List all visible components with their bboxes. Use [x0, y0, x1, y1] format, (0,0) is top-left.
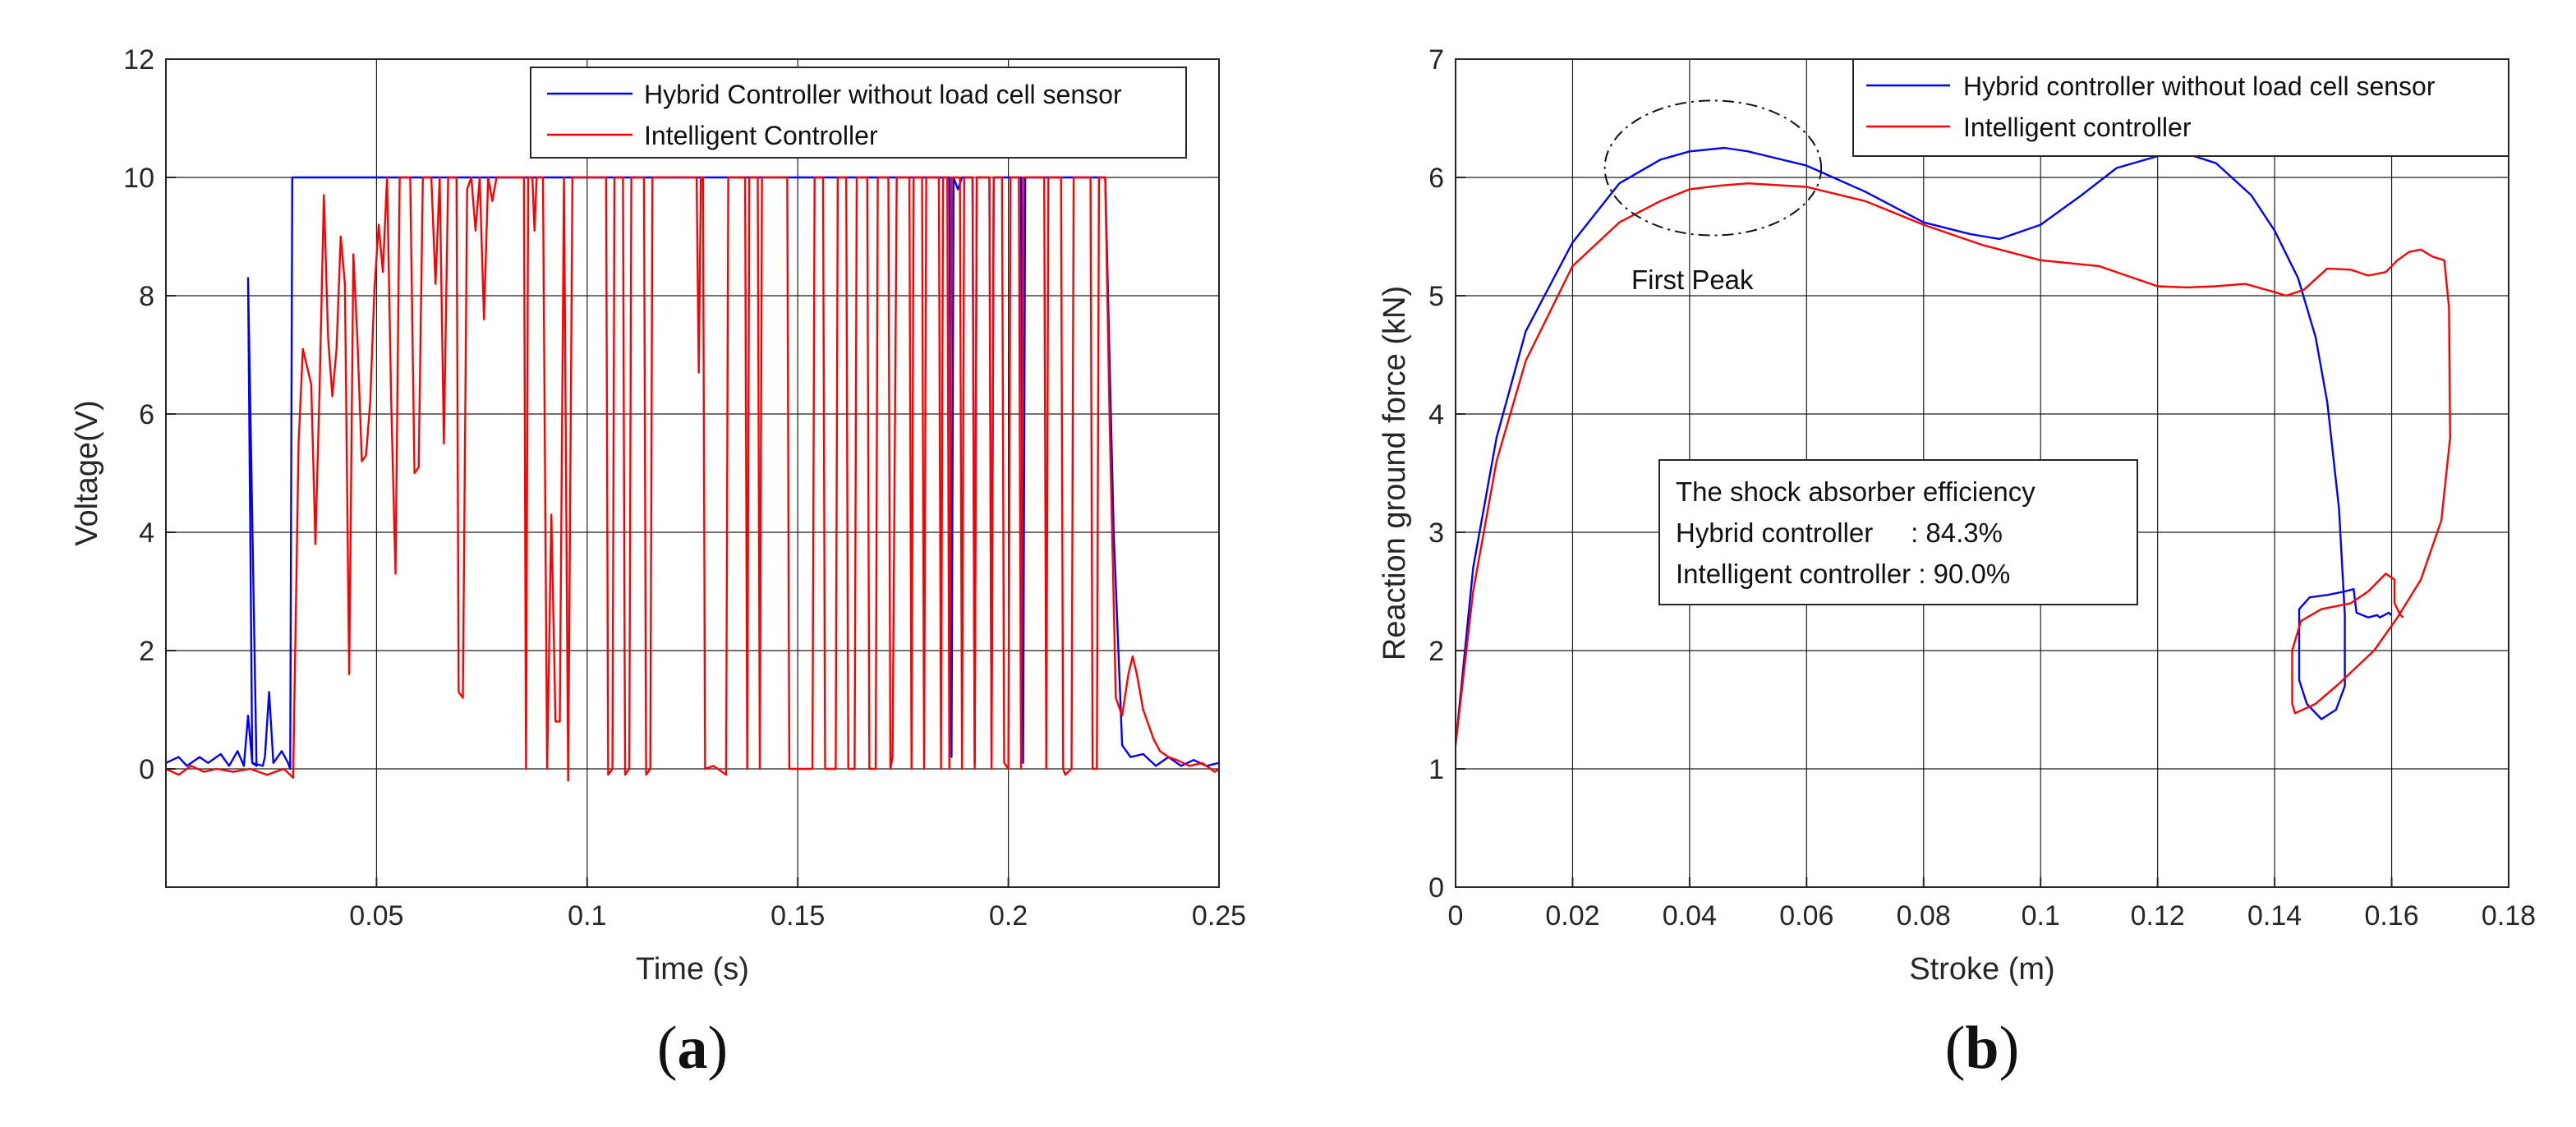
- chart-a-voltage: 0.05 0.1 0.15 0.2 0.25 0 2 4 6 8 10 12 Time (s) Vol…: [70, 44, 1246, 1082]
- chart-b-ytick-label: 2: [1428, 636, 1444, 667]
- chart-a-xtick-label: 0.05: [349, 900, 403, 932]
- chart-b-ticks: 0 0.02 0.04 0.06 0.08 0.1 0.12 0.14 0.16 0.18 0 1 2 3…: [1428, 44, 2536, 932]
- chart-b-ytick-label: 0: [1428, 872, 1444, 904]
- chart-b-ytick-label: 6: [1428, 163, 1444, 194]
- chart-a-ytick-label: 2: [139, 636, 154, 667]
- chart-b-xtick-label: 0.02: [1545, 900, 1599, 932]
- chart-b-xtick-label: 0.12: [2131, 900, 2185, 932]
- chart-a-ylabel: Voltage(V): [70, 400, 104, 545]
- chart-b-ylabel: Reaction ground force (kN): [1378, 286, 1412, 660]
- chart-a-ytick-label: 10: [123, 163, 154, 194]
- chart-a-axes-box: [165, 58, 1220, 888]
- chart-b-ytick-label: 5: [1428, 281, 1444, 312]
- chart-b-xtick-label: 0.1: [2022, 900, 2060, 932]
- chart-b-force-stroke: 0 0.02 0.04 0.06 0.08 0.1 0.12 0.14 0.16 0.18 0 1 2 3…: [1378, 44, 2536, 1082]
- chart-b-series-intelligent-line: [1456, 182, 2452, 746]
- chart-b-xlabel: Stroke (m): [1909, 952, 2054, 987]
- chart-a-ytick-label: 0: [139, 754, 154, 785]
- chart-b-ytick-label: 1: [1428, 754, 1444, 785]
- chart-b-xtick-label: 0.08: [1897, 900, 1951, 932]
- chart-a-xtick-label: 0.2: [989, 900, 1028, 932]
- chart-b-gridlines: [1456, 59, 2509, 887]
- chart-b-panel-label: (b): [1945, 1014, 2019, 1082]
- chart-a-legend: Hybrid Controller without load cell sens…: [530, 67, 1187, 159]
- chart-b-xtick-label: 0.14: [2247, 900, 2302, 932]
- chart-a-ticks: 0.05 0.1 0.15 0.2 0.25 0 2 4 6 8 10 12: [123, 44, 1246, 932]
- chart-b-xtick-label: 0.16: [2364, 900, 2418, 932]
- chart-b-legend-label-intelligent: Intelligent controller: [1963, 113, 2192, 142]
- chart-a-legend-label-hybrid: Hybrid Controller without load cell sens…: [644, 80, 1122, 109]
- chart-b-series-hybrid-line: [1456, 146, 2393, 746]
- chart-a-series-intelligent-line: [166, 176, 1219, 782]
- chart-b-efficiency-intelligent: Intelligent controller : 90.0%: [1676, 559, 2010, 589]
- chart-a-xtick-label: 0.25: [1192, 900, 1246, 932]
- chart-a-ytick-label: 6: [139, 399, 154, 430]
- chart-a-xlabel: Time (s): [636, 952, 749, 987]
- chart-b-ytick-label: 4: [1428, 399, 1444, 430]
- chart-b-xtick-label: 0.06: [1779, 900, 1833, 932]
- chart-a-xtick-label: 0.15: [770, 900, 825, 932]
- chart-b-panel-letter: b: [1965, 1014, 1999, 1082]
- chart-a-ytick-label: 12: [123, 44, 154, 76]
- chart-a-series-hybrid-line: [166, 176, 1219, 770]
- chart-a-panel-label: (a): [657, 1014, 728, 1082]
- chart-b-efficiency-hybrid: Hybrid controller : 84.3%: [1676, 518, 2003, 548]
- chart-b-legend-label-hybrid: Hybrid controller without load cell sens…: [1963, 71, 2436, 101]
- chart-b-ytick-label: 7: [1428, 44, 1444, 76]
- chart-a-legend-box: [530, 67, 1187, 159]
- chart-b-efficiency-title: The shock absorber efficiency: [1676, 476, 2036, 507]
- chart-b-legend-box: [1852, 58, 2509, 157]
- chart-b-first-peak-label: First Peak: [1631, 264, 1754, 295]
- chart-b-efficiency-box: The shock absorber efficiency Hybrid con…: [1658, 459, 2138, 605]
- chart-a-ytick-label: 8: [139, 281, 154, 312]
- chart-b-efficiency-frame: [1658, 459, 2138, 605]
- chart-a-panel-letter: a: [678, 1014, 708, 1082]
- chart-b-legend: Hybrid controller without load cell sens…: [1852, 58, 2509, 157]
- chart-a-ytick-label: 4: [139, 518, 154, 549]
- chart-b-ytick-label: 3: [1428, 518, 1444, 549]
- chart-b-xtick-label: 0.04: [1663, 900, 1717, 932]
- chart-b-first-peak-ellipse: [1603, 99, 1823, 237]
- chart-a-legend-label-intelligent: Intelligent Controller: [644, 121, 878, 150]
- chart-a-xtick-label: 0.1: [568, 900, 606, 932]
- chart-b-xtick-label: 0.18: [2482, 900, 2536, 932]
- chart-b-xtick-label: 0: [1448, 900, 1464, 932]
